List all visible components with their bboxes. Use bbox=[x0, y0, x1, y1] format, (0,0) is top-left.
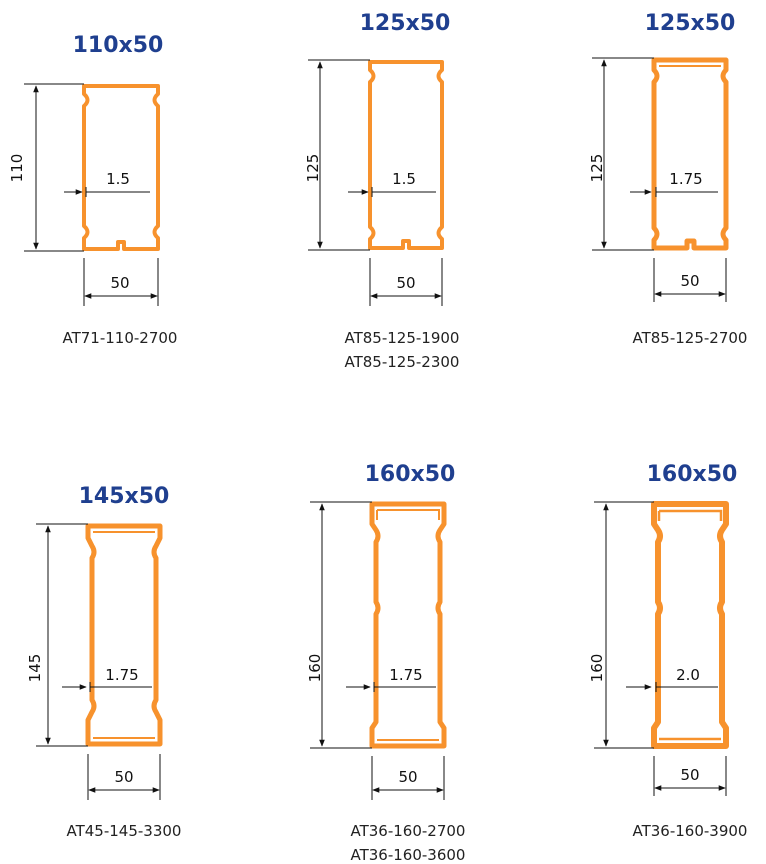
product-code: AT36-160-2700 bbox=[351, 822, 466, 840]
profile-160x50-a: 160x50 160 1.75 50 AT36-160-2700 AT36-16… bbox=[306, 462, 465, 864]
profile-section-shape bbox=[368, 60, 444, 250]
width-label: 50 bbox=[680, 766, 699, 784]
profile-section-shape bbox=[369, 501, 447, 749]
height-label: 110 bbox=[8, 154, 26, 183]
profile-section-shape bbox=[82, 84, 160, 251]
profile-145x50: 145x50 145 1.75 50 AT45-145-3300 bbox=[26, 484, 181, 840]
width-label: 50 bbox=[110, 274, 129, 292]
width-label: 50 bbox=[114, 768, 133, 786]
thickness-label: 1.75 bbox=[105, 666, 138, 684]
thickness-label: 1.5 bbox=[392, 170, 416, 188]
product-code: AT85-125-2700 bbox=[633, 329, 748, 347]
profile-title: 145x50 bbox=[79, 484, 170, 509]
product-code: AT36-160-3900 bbox=[633, 822, 748, 840]
product-code: AT36-160-3600 bbox=[351, 846, 466, 864]
profile-title: 160x50 bbox=[647, 462, 738, 487]
width-label: 50 bbox=[396, 274, 415, 292]
product-code: AT85-125-1900 bbox=[345, 329, 460, 347]
product-code: AT71-110-2700 bbox=[63, 329, 178, 347]
product-code: AT45-145-3300 bbox=[67, 822, 182, 840]
width-label: 50 bbox=[398, 768, 417, 786]
thickness-label: 2.0 bbox=[676, 666, 700, 684]
profile-125x50-a: 125x50 125 1.5 50 AT85-125-1900 AT85-125… bbox=[304, 11, 459, 371]
thickness-label: 1.5 bbox=[106, 170, 130, 188]
thickness-label: 1.75 bbox=[669, 170, 702, 188]
profile-section-shape bbox=[651, 57, 729, 251]
profile-title: 125x50 bbox=[360, 11, 451, 36]
width-label: 50 bbox=[680, 272, 699, 290]
height-label: 145 bbox=[26, 654, 44, 683]
height-label: 125 bbox=[588, 154, 606, 183]
profile-160x50-b: 160x50 160 2.0 50 AT36-160-3900 bbox=[588, 462, 747, 840]
height-label: 125 bbox=[304, 154, 322, 183]
profile-125x50-b: 125x50 125 1.75 50 AT85-125-2700 bbox=[588, 11, 747, 347]
product-code: AT85-125-2300 bbox=[345, 353, 460, 371]
profile-110x50-a: 110x50 110 1.5 50 AT71-110-2700 bbox=[8, 33, 177, 347]
profile-title: 110x50 bbox=[73, 33, 164, 58]
profile-title: 125x50 bbox=[645, 11, 736, 36]
profile-section-shape bbox=[85, 523, 163, 747]
profile-title: 160x50 bbox=[365, 462, 456, 487]
height-label: 160 bbox=[306, 654, 324, 683]
thickness-label: 1.75 bbox=[389, 666, 422, 684]
profile-section-shape bbox=[651, 501, 729, 749]
height-label: 160 bbox=[588, 654, 606, 683]
